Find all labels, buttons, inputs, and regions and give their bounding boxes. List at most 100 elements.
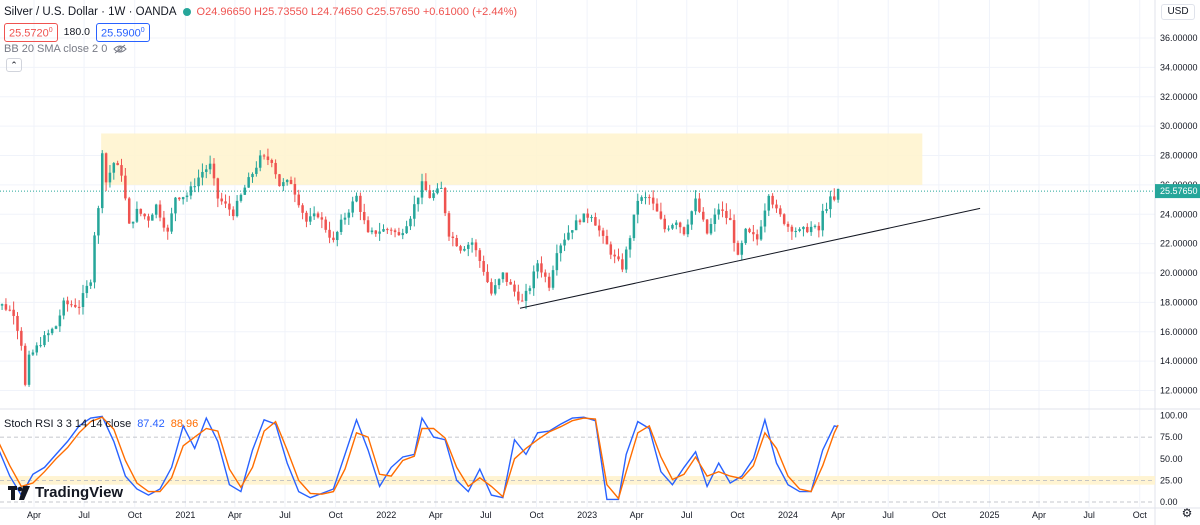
candle-body — [524, 290, 528, 301]
candle-body — [116, 163, 119, 166]
logo-text: TradingView — [35, 484, 124, 501]
candle-body — [459, 246, 462, 251]
candle — [698, 192, 701, 214]
candle-body — [43, 335, 46, 346]
candle-body — [97, 208, 100, 236]
x-tick-label: Jul — [681, 510, 693, 520]
candle — [389, 227, 393, 235]
candle-body — [721, 209, 724, 211]
candle-body — [532, 271, 536, 289]
candle — [39, 336, 42, 348]
candle — [185, 192, 189, 202]
candle-body — [70, 304, 73, 306]
candle — [12, 301, 15, 325]
tradingview-logo[interactable]: TradingView — [8, 484, 123, 501]
candle-body — [262, 155, 266, 157]
candle — [258, 150, 262, 172]
candle — [216, 177, 220, 208]
candle — [440, 181, 443, 189]
x-tick-label: Apr — [630, 510, 644, 520]
buy-price-sup: 0 — [140, 27, 145, 34]
x-tick-label: Oct — [1133, 510, 1148, 520]
candle — [763, 203, 767, 233]
candle — [282, 178, 285, 191]
candle-body — [8, 309, 12, 311]
symbol-title[interactable]: Silver / U.S. Dollar · 1W · OANDA — [4, 6, 177, 18]
candle-body — [547, 276, 551, 288]
candle-body — [201, 171, 204, 178]
candle — [339, 214, 343, 235]
candle — [166, 224, 169, 240]
candle-body — [501, 272, 505, 280]
candle-body — [193, 186, 196, 188]
candle — [197, 169, 200, 193]
x-tick-label: Oct — [128, 510, 143, 520]
candle-body — [817, 225, 821, 231]
price-axis[interactable]: 12.00000 14.00000 16.00000 18.00000 20.00000… — [1155, 33, 1200, 507]
candle — [767, 194, 771, 217]
candle — [332, 231, 335, 243]
candle-body — [505, 272, 509, 282]
candle — [447, 210, 451, 241]
candle — [794, 227, 797, 238]
time-axis[interactable]: Apr Jul Oct 2021 Apr Jul Oct 2022 Apr Jul Oct 2023 A… — [27, 510, 1147, 520]
y-tick-label: 12.00000 — [1160, 386, 1198, 396]
candle — [571, 230, 574, 240]
candle-body — [89, 282, 92, 286]
candle — [609, 241, 613, 260]
candle-body — [451, 236, 455, 239]
buy-price: 25.5900 — [100, 27, 141, 40]
candle — [174, 196, 177, 222]
candle-body — [671, 224, 674, 229]
candle — [120, 158, 123, 182]
candle — [312, 206, 316, 220]
rsi-tick-label: 75.00 — [1160, 432, 1183, 442]
currency-button[interactable]: USD — [1161, 4, 1195, 20]
candle — [655, 198, 659, 212]
candle — [547, 272, 551, 292]
chevron-up-icon[interactable]: ⌃ — [6, 58, 22, 72]
candle — [586, 208, 589, 224]
stoch-rsi-legend[interactable]: Stoch RSI 3 3 14 14 close 87.42 88.96 — [4, 418, 198, 430]
candle — [359, 192, 362, 221]
candle — [478, 247, 482, 268]
indicator-label: BB 20 SMA close 2 0 — [4, 43, 108, 55]
candle — [243, 184, 247, 196]
candle — [833, 188, 836, 202]
candle-body — [16, 315, 19, 331]
gear-icon[interactable]: ⚙ — [1181, 506, 1193, 520]
candle-body — [212, 163, 216, 179]
candle — [255, 161, 258, 177]
candle — [555, 244, 559, 276]
candle — [632, 214, 636, 241]
candle — [821, 203, 824, 237]
buy-button[interactable]: 25.59000 — [95, 23, 150, 42]
rsi-tick-label: 25.00 — [1160, 475, 1183, 485]
candle-body — [474, 242, 478, 251]
market-status-dot-icon — [182, 8, 191, 16]
candle-body — [189, 186, 193, 196]
candle — [208, 155, 212, 175]
x-tick-label: Apr — [1032, 510, 1046, 520]
rsi-d-line — [0, 416, 839, 500]
y-tick-label: 22.00000 — [1160, 239, 1198, 249]
candle — [563, 233, 566, 252]
candle — [667, 225, 670, 232]
candle-body — [432, 193, 435, 199]
indicator-legend[interactable]: BB 20 SMA close 2 0 — [4, 43, 128, 55]
candle — [520, 293, 524, 302]
candle — [505, 272, 509, 286]
sell-button[interactable]: 25.57200 — [4, 23, 58, 42]
candle-body — [205, 169, 208, 172]
candle — [748, 227, 751, 234]
candle — [809, 221, 813, 236]
candle — [717, 203, 720, 220]
candle — [93, 231, 96, 289]
candle-body — [401, 233, 405, 236]
candle — [574, 214, 578, 231]
y-tick-label: 28.00000 — [1160, 151, 1198, 161]
candle-body — [694, 198, 697, 212]
candle — [624, 246, 628, 273]
hidden-eye-icon[interactable] — [113, 44, 128, 54]
